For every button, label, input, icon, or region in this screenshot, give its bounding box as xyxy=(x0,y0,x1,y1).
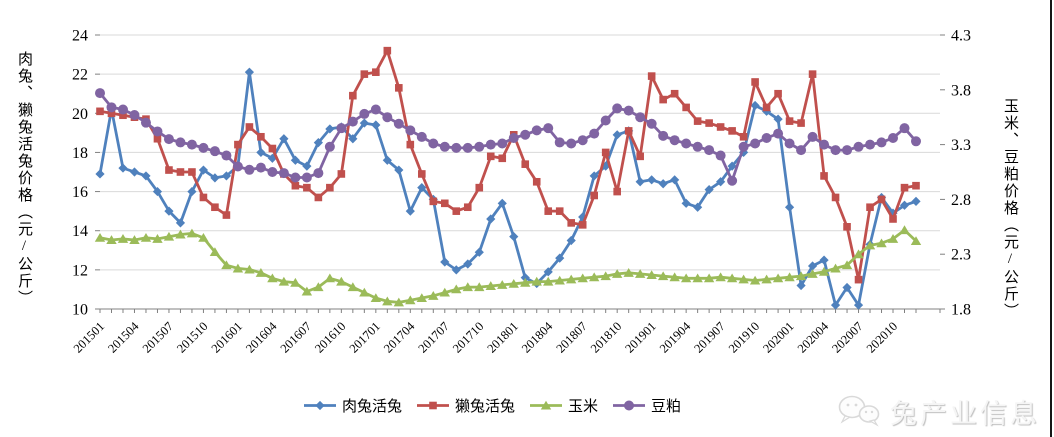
left-tick-label: 24 xyxy=(72,28,88,45)
wechat-icon xyxy=(838,395,880,427)
x-tick-label: 201801 xyxy=(484,319,520,355)
series-獭兔活兔 xyxy=(96,46,920,284)
right-axis-title: 玉米、豆粕价格（元/公斤） xyxy=(1002,98,1018,320)
x-tick-label: 201701 xyxy=(347,319,383,355)
x-tick-label: 201504 xyxy=(105,319,142,356)
x-tick-label: 201507 xyxy=(140,319,176,355)
right-tick-label: 2.8 xyxy=(951,192,971,209)
legend-marker-square xyxy=(416,401,449,410)
x-tick-label: 201501 xyxy=(71,319,107,355)
x-tick-label: 201607 xyxy=(278,319,314,355)
x-tick-label: 201601 xyxy=(209,319,245,355)
legend-label: 玉米 xyxy=(568,399,599,415)
x-tick-label: 202010 xyxy=(864,319,900,355)
series-玉米 xyxy=(94,225,922,307)
x-tick-label: 201907 xyxy=(691,319,727,355)
legend-marker-diamond xyxy=(303,400,336,411)
x-tick-label: 201610 xyxy=(312,319,348,355)
legend-item-獭兔活兔: 獭兔活兔 xyxy=(416,395,515,416)
legend-item-肉兔活兔: 肉兔活兔 xyxy=(303,395,402,416)
right-tick-label: 3.3 xyxy=(951,137,971,154)
left-tick-label: 18 xyxy=(72,145,88,162)
right-tick-label: 4.3 xyxy=(951,28,971,45)
left-tick-label: 22 xyxy=(72,67,88,84)
series-肉兔活兔 xyxy=(95,67,921,310)
chart-legend: 肉兔活兔 獭兔活兔 玉米 豆粕 xyxy=(0,395,984,416)
right-axis-tick-labels: 4.3 3.8 3.3 2.8 2.3 1.8 xyxy=(951,28,971,319)
right-tick-label: 1.8 xyxy=(951,302,971,319)
x-tick-label: 201804 xyxy=(519,319,556,356)
x-tick-label: 201510 xyxy=(174,319,210,355)
x-tick-label: 201901 xyxy=(622,319,658,355)
x-tick-label: 201604 xyxy=(243,319,280,356)
watermark: 兔产业信息 xyxy=(836,392,1040,431)
x-tick-label: 202004 xyxy=(795,319,832,356)
legend-marker-circle xyxy=(613,400,646,411)
legend-item-豆粕: 豆粕 xyxy=(612,395,681,416)
series-豆粕 xyxy=(95,88,921,186)
left-axis-title: 肉兔、獭兔活兔价格（元/公斤） xyxy=(16,51,32,307)
watermark-text: 兔产业信息 xyxy=(890,399,1040,429)
right-tick-label: 3.8 xyxy=(951,82,971,99)
legend-item-玉米: 玉米 xyxy=(529,395,598,416)
x-tick-label: 201910 xyxy=(726,319,762,355)
x-tick-label: 201710 xyxy=(450,319,486,355)
left-axis-tick-labels: 24 22 20 18 16 14 12 10 xyxy=(72,28,88,319)
left-tick-label: 20 xyxy=(72,106,88,123)
screenshot-right-border xyxy=(1050,0,1052,437)
x-tick-label: 201904 xyxy=(657,319,694,356)
legend-label: 豆粕 xyxy=(651,399,682,415)
x-tick-label: 201810 xyxy=(588,319,624,355)
left-tick-label: 10 xyxy=(72,302,88,319)
left-tick-label: 16 xyxy=(72,184,88,201)
x-axis-tick-labels: 2015012015042015072015102016012016042016… xyxy=(71,319,900,356)
left-tick-label: 12 xyxy=(72,262,88,279)
right-tick-label: 2.3 xyxy=(951,247,971,264)
legend-label: 獭兔活兔 xyxy=(454,399,515,415)
axes xyxy=(95,34,945,313)
legend-label: 肉兔活兔 xyxy=(341,399,402,415)
legend-marker-triangle xyxy=(530,400,562,410)
x-tick-label: 201807 xyxy=(553,319,589,355)
left-tick-label: 14 xyxy=(72,223,88,240)
x-tick-label: 201707 xyxy=(415,319,451,355)
x-tick-label: 201704 xyxy=(381,319,418,356)
x-tick-label: 202007 xyxy=(829,319,865,355)
x-tick-label: 202001 xyxy=(760,319,796,355)
